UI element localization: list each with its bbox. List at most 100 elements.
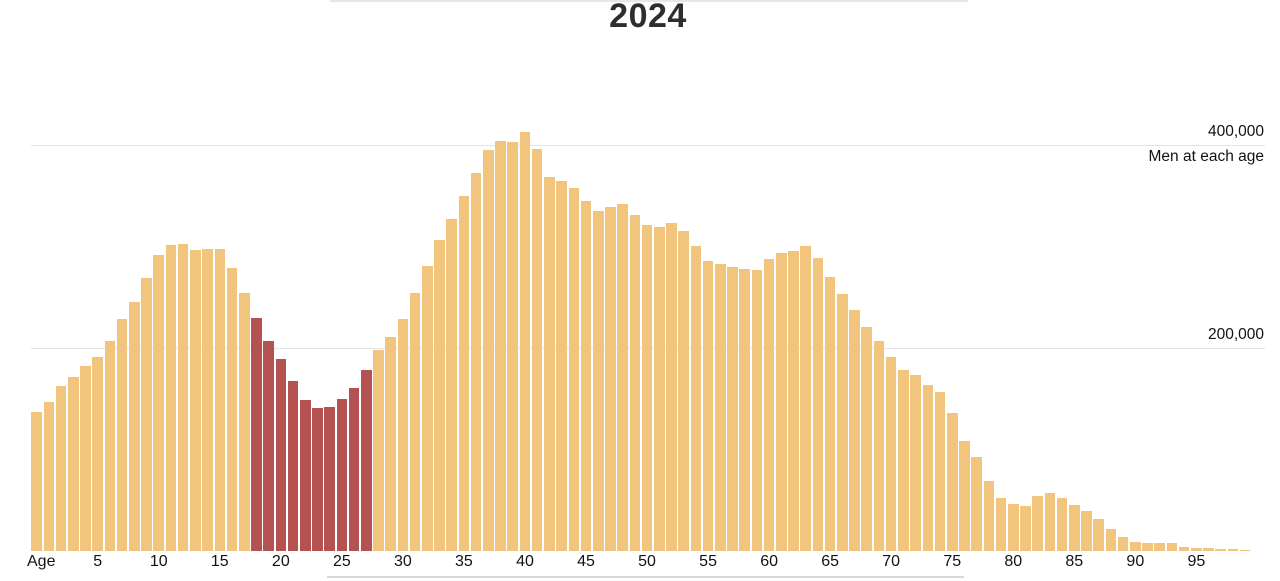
bar-age-27 <box>360 370 372 551</box>
bar-age-6 <box>104 341 116 551</box>
x-tick-90: 90 <box>1126 553 1145 570</box>
bar-age-33 <box>434 240 445 551</box>
bar-age-60 <box>763 259 775 551</box>
x-tick-25: 25 <box>332 553 351 570</box>
bar-age-31 <box>409 293 421 551</box>
x-tick-80: 80 <box>1004 553 1023 570</box>
chart-title: 2024 <box>609 0 687 35</box>
bar-age-12 <box>177 244 189 551</box>
bar-age-57 <box>727 267 738 551</box>
bar-age-2 <box>55 386 67 551</box>
bar-age-93 <box>1166 543 1178 551</box>
bar-age-67 <box>849 310 860 551</box>
bar-age-26 <box>348 388 360 551</box>
bar-age-14 <box>202 249 213 551</box>
bar-age-5 <box>92 357 104 551</box>
bar-age-23 <box>312 408 323 551</box>
bar-age-29 <box>385 337 396 551</box>
x-tick-20: 20 <box>271 553 290 570</box>
bar-age-61 <box>776 253 787 551</box>
bar-age-66 <box>837 294 848 551</box>
bar-age-40 <box>519 132 531 551</box>
x-axis-title: Age <box>27 553 56 570</box>
bar-age-0 <box>31 412 42 551</box>
bar-age-99 <box>1239 550 1251 551</box>
bar-age-65 <box>824 277 836 551</box>
bar-age-35 <box>458 196 470 551</box>
bar-age-80 <box>1007 504 1019 551</box>
bar-age-69 <box>873 341 885 551</box>
bar-age-94 <box>1178 547 1190 551</box>
bar-age-32 <box>422 266 433 551</box>
bar-age-70 <box>885 357 897 551</box>
bar-age-84 <box>1056 498 1068 551</box>
bar-age-87 <box>1093 519 1104 551</box>
bar-age-11 <box>165 245 177 551</box>
bar-age-43 <box>556 181 567 551</box>
bar-age-19 <box>263 341 274 551</box>
bar-age-98 <box>1227 549 1239 551</box>
bar-age-39 <box>507 142 519 551</box>
bar-age-68 <box>861 327 873 551</box>
bar-age-63 <box>800 246 812 551</box>
bar-age-90 <box>1130 542 1141 551</box>
bar-age-95 <box>1191 548 1202 551</box>
bar-age-71 <box>898 370 909 551</box>
x-tick-95: 95 <box>1187 553 1206 570</box>
bar-age-56 <box>714 264 726 551</box>
y-axis-annotation: Men at each age <box>1148 148 1264 165</box>
bar-age-62 <box>788 251 799 551</box>
bar-age-58 <box>739 269 750 551</box>
bar-age-9 <box>141 278 152 551</box>
bar-age-18 <box>251 318 262 551</box>
bar-age-51 <box>653 227 665 551</box>
bar-age-3 <box>68 377 79 551</box>
bottom-divider-line <box>327 576 964 578</box>
x-tick-65: 65 <box>821 553 840 570</box>
x-tick-15: 15 <box>210 553 229 570</box>
x-tick-10: 10 <box>149 553 168 570</box>
bar-age-55 <box>702 261 714 551</box>
bar-age-1 <box>43 402 55 551</box>
gridline-400000 <box>31 145 1265 146</box>
x-tick-85: 85 <box>1065 553 1084 570</box>
bar-age-13 <box>190 250 201 551</box>
bar-age-82 <box>1032 496 1043 551</box>
bar-age-46 <box>592 211 604 551</box>
bar-age-47 <box>605 207 616 551</box>
bar-age-38 <box>495 141 506 551</box>
bar-age-25 <box>336 399 348 551</box>
bar-age-88 <box>1105 529 1117 551</box>
bar-age-41 <box>531 149 543 551</box>
bar-age-45 <box>580 201 592 551</box>
bar-age-73 <box>922 385 934 551</box>
bar-age-15 <box>214 249 226 551</box>
bar-age-91 <box>1142 543 1153 551</box>
bar-age-97 <box>1215 549 1227 551</box>
bar-age-8 <box>129 302 140 551</box>
bar-age-42 <box>544 177 555 551</box>
bar-age-53 <box>678 231 689 551</box>
bar-age-54 <box>690 246 702 551</box>
x-tick-55: 55 <box>699 553 717 570</box>
bar-age-76 <box>959 441 970 551</box>
x-tick-60: 60 <box>760 553 778 570</box>
top-divider-line <box>330 0 968 2</box>
bar-age-77 <box>971 457 982 551</box>
bar-age-85 <box>1068 505 1080 551</box>
bar-age-50 <box>641 225 653 551</box>
bar-age-30 <box>397 319 409 551</box>
x-tick-5: 5 <box>93 553 103 570</box>
x-tick-70: 70 <box>882 553 901 570</box>
bar-age-37 <box>483 150 494 551</box>
bar-age-22 <box>299 400 311 551</box>
bar-age-64 <box>812 258 824 551</box>
x-tick-75: 75 <box>943 553 962 570</box>
bar-age-78 <box>983 481 995 551</box>
bar-age-21 <box>287 381 299 551</box>
bar-age-20 <box>275 359 287 551</box>
bar-age-83 <box>1044 493 1056 551</box>
bar-age-10 <box>153 255 165 551</box>
x-tick-40: 40 <box>516 553 534 570</box>
x-tick-35: 35 <box>455 553 473 570</box>
